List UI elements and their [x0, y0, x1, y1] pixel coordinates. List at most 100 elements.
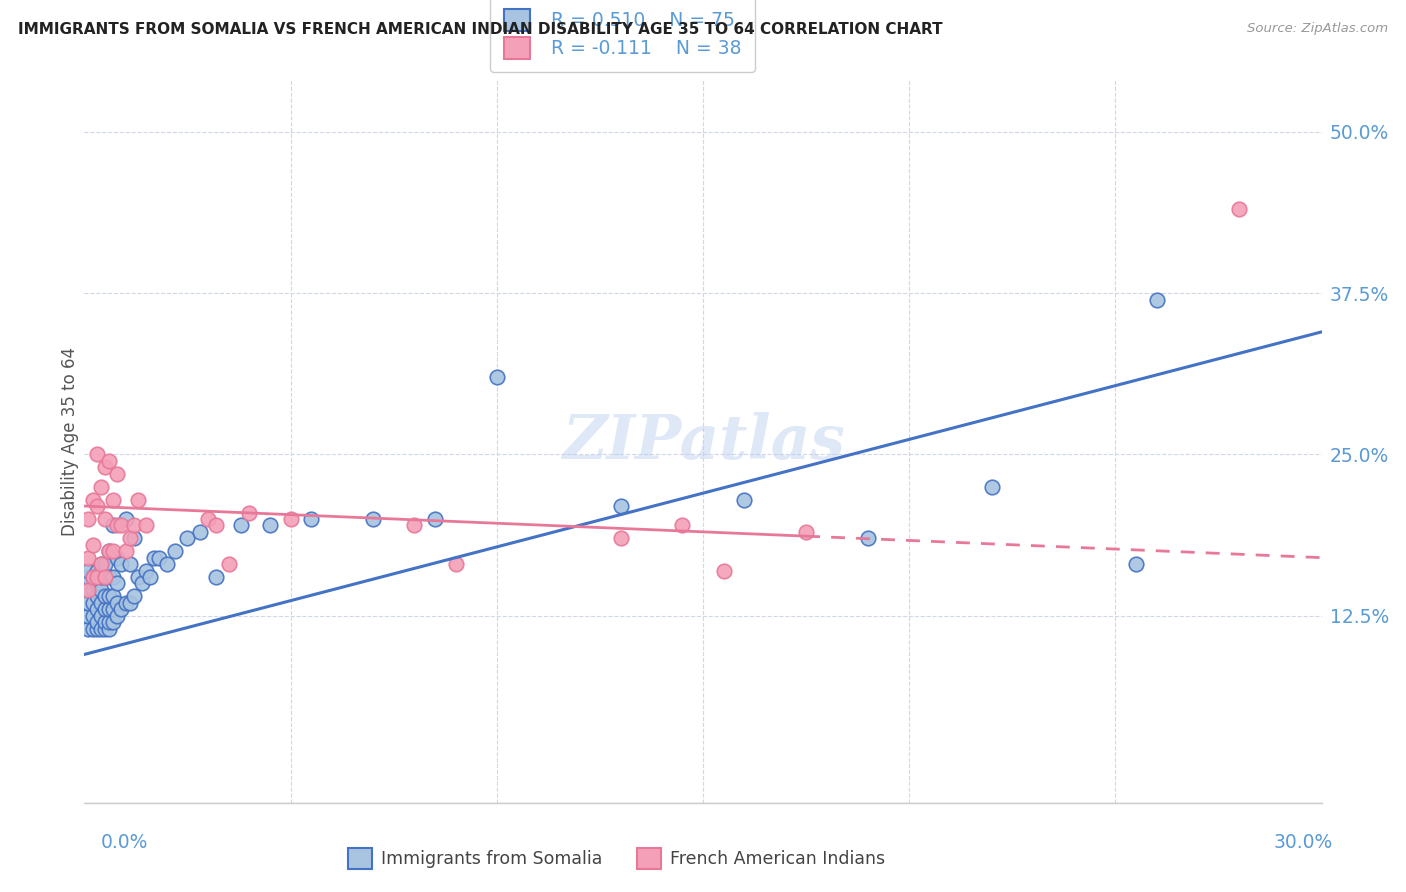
- Point: [671, 518, 693, 533]
- Text: Source: ZipAtlas.com: Source: ZipAtlas.com: [1247, 22, 1388, 36]
- Point: [98, 590, 121, 604]
- Point: [205, 518, 228, 533]
- Point: [609, 531, 631, 545]
- Point: [82, 622, 104, 636]
- Point: [361, 512, 384, 526]
- Point: [94, 460, 117, 475]
- Point: [77, 564, 100, 578]
- Point: [90, 596, 112, 610]
- Point: [444, 557, 467, 571]
- Point: [90, 480, 112, 494]
- Point: [94, 570, 117, 584]
- Point: [118, 596, 141, 610]
- Point: [98, 602, 121, 616]
- Point: [77, 570, 100, 584]
- Point: [188, 524, 211, 539]
- Point: [86, 499, 108, 513]
- Point: [103, 518, 125, 533]
- Point: [105, 608, 128, 623]
- Point: [94, 557, 117, 571]
- Point: [110, 518, 132, 533]
- Point: [127, 492, 149, 507]
- Point: [103, 590, 125, 604]
- Point: [82, 570, 104, 584]
- Point: [86, 447, 108, 461]
- Text: 0.0%: 0.0%: [101, 833, 149, 853]
- Point: [103, 602, 125, 616]
- Point: [90, 582, 112, 597]
- Point: [110, 557, 132, 571]
- Point: [90, 557, 112, 571]
- Point: [86, 590, 108, 604]
- Point: [110, 602, 132, 616]
- Point: [98, 544, 121, 558]
- Point: [143, 550, 166, 565]
- Point: [713, 564, 735, 578]
- Point: [229, 518, 252, 533]
- Point: [90, 557, 112, 571]
- Point: [105, 550, 128, 565]
- Text: 30.0%: 30.0%: [1274, 833, 1333, 853]
- Point: [114, 544, 136, 558]
- Point: [299, 512, 322, 526]
- Point: [131, 576, 153, 591]
- Point: [77, 582, 100, 597]
- Point: [77, 622, 100, 636]
- Point: [94, 602, 117, 616]
- Point: [94, 512, 117, 526]
- Point: [82, 608, 104, 623]
- Point: [105, 596, 128, 610]
- Point: [103, 544, 125, 558]
- Point: [205, 570, 228, 584]
- Point: [105, 576, 128, 591]
- Y-axis label: Disability Age 35 to 64: Disability Age 35 to 64: [62, 347, 80, 536]
- Point: [82, 570, 104, 584]
- Point: [135, 564, 157, 578]
- Text: ZIPatlas: ZIPatlas: [561, 411, 845, 472]
- Point: [1227, 202, 1250, 217]
- Text: IMMIGRANTS FROM SOMALIA VS FRENCH AMERICAN INDIAN DISABILITY AGE 35 TO 64 CORREL: IMMIGRANTS FROM SOMALIA VS FRENCH AMERIC…: [18, 22, 943, 37]
- Point: [856, 531, 879, 545]
- Legend: Immigrants from Somalia, French American Indians: Immigrants from Somalia, French American…: [339, 839, 894, 877]
- Point: [122, 590, 145, 604]
- Point: [86, 602, 108, 616]
- Point: [94, 615, 117, 630]
- Point: [423, 512, 446, 526]
- Point: [77, 512, 100, 526]
- Point: [118, 557, 141, 571]
- Point: [122, 531, 145, 545]
- Point: [114, 596, 136, 610]
- Point: [103, 615, 125, 630]
- Point: [404, 518, 426, 533]
- Point: [105, 467, 128, 481]
- Point: [94, 570, 117, 584]
- Point: [176, 531, 198, 545]
- Point: [148, 550, 170, 565]
- Point: [238, 506, 260, 520]
- Point: [86, 564, 108, 578]
- Point: [77, 550, 100, 565]
- Point: [118, 531, 141, 545]
- Point: [90, 608, 112, 623]
- Point: [82, 492, 104, 507]
- Point: [980, 480, 1002, 494]
- Point: [165, 544, 187, 558]
- Point: [105, 518, 128, 533]
- Point: [77, 596, 100, 610]
- Point: [114, 512, 136, 526]
- Point: [82, 582, 104, 597]
- Point: [485, 370, 508, 384]
- Point: [794, 524, 817, 539]
- Point: [259, 518, 281, 533]
- Point: [86, 622, 108, 636]
- Point: [98, 615, 121, 630]
- Point: [82, 538, 104, 552]
- Point: [127, 570, 149, 584]
- Point: [103, 570, 125, 584]
- Point: [82, 596, 104, 610]
- Point: [94, 622, 117, 636]
- Point: [103, 492, 125, 507]
- Point: [197, 512, 219, 526]
- Point: [86, 576, 108, 591]
- Point: [122, 518, 145, 533]
